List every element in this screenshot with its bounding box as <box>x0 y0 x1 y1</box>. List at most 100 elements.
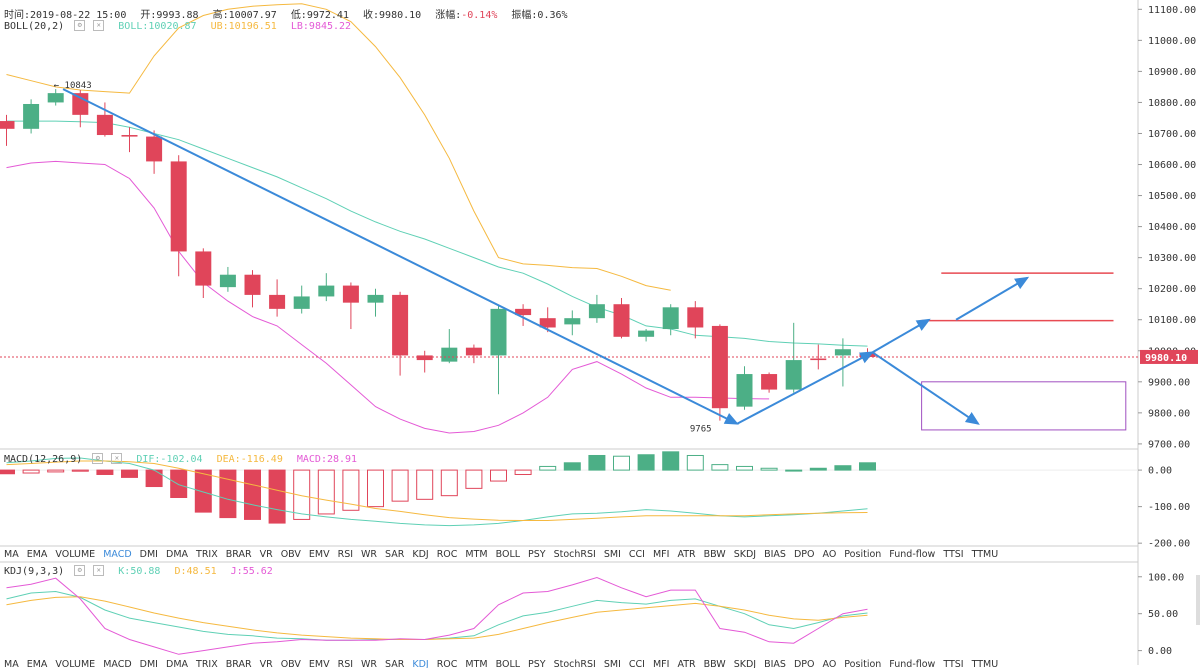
price-tick-label: 10300.00 <box>1148 253 1196 264</box>
tab-brar[interactable]: BRAR <box>225 548 252 560</box>
tab-ttmu[interactable]: TTMU <box>971 659 999 668</box>
tab-mtm[interactable]: MTM <box>465 548 488 560</box>
tab-fund-flow[interactable]: Fund-flow <box>889 659 936 668</box>
boll-mid: BOLL:10020.87 <box>118 20 197 32</box>
tab-volume[interactable]: VOLUME <box>55 548 96 560</box>
candle-body <box>564 318 581 325</box>
candle-body <box>293 296 310 309</box>
tab-psy[interactable]: PSY <box>528 659 546 668</box>
candle-body <box>23 103 40 129</box>
tab-bbw[interactable]: BBW <box>703 659 726 668</box>
candle-body <box>47 93 64 103</box>
tab-volume[interactable]: VOLUME <box>55 659 96 668</box>
candle-body <box>465 347 482 356</box>
tab-wr[interactable]: WR <box>361 659 378 668</box>
tab-ao[interactable]: AO <box>822 659 837 668</box>
tab-position[interactable]: Position <box>844 659 882 668</box>
tab-mfi[interactable]: MFI <box>652 659 670 668</box>
tab-dpo[interactable]: DPO <box>793 548 815 560</box>
tab-rsi[interactable]: RSI <box>337 659 354 668</box>
trend-arrow <box>871 318 931 354</box>
close-label: 收:9980.10 <box>363 10 422 21</box>
tab-trix[interactable]: TRIX <box>196 548 218 560</box>
tab-obv[interactable]: OBV <box>280 548 301 560</box>
tab-boll[interactable]: BOLL <box>495 548 521 560</box>
tab-skdj[interactable]: SKDJ <box>733 659 757 668</box>
tab-dmi[interactable]: DMI <box>139 548 158 560</box>
tab-dmi[interactable]: DMI <box>139 659 158 668</box>
tab-brar[interactable]: BRAR <box>225 659 252 668</box>
settings-icon[interactable]: ⚙ <box>74 565 86 576</box>
tab-atr[interactable]: ATR <box>677 659 696 668</box>
tab-cci[interactable]: CCI <box>628 548 645 560</box>
tab-ttsi[interactable]: TTSI <box>943 548 964 560</box>
tab-ma[interactable]: MA <box>4 548 19 560</box>
tab-stochrsi[interactable]: StochRSI <box>553 548 596 560</box>
candle-body <box>416 355 433 361</box>
tab-cci[interactable]: CCI <box>628 659 645 668</box>
tab-mtm[interactable]: MTM <box>465 659 488 668</box>
price-tick-label: 11000.00 <box>1148 36 1196 47</box>
tab-emv[interactable]: EMV <box>308 659 330 668</box>
tab-position[interactable]: Position <box>844 548 882 560</box>
tab-bias[interactable]: BIAS <box>764 659 786 668</box>
tab-bbw[interactable]: BBW <box>703 548 726 560</box>
tab-emv[interactable]: EMV <box>308 548 330 560</box>
tab-vr[interactable]: VR <box>259 548 273 560</box>
tab-sar[interactable]: SAR <box>385 548 405 560</box>
tab-obv[interactable]: OBV <box>280 659 301 668</box>
candle-body <box>539 318 556 328</box>
tab-boll[interactable]: BOLL <box>495 659 521 668</box>
tab-ma[interactable]: MA <box>4 659 19 668</box>
tab-ao[interactable]: AO <box>822 548 837 560</box>
tab-vr[interactable]: VR <box>259 659 273 668</box>
price-annotation: 9765 <box>690 425 712 435</box>
tab-kdj[interactable]: KDJ <box>412 548 429 560</box>
boll-ub: UB:10196.51 <box>210 20 277 32</box>
tab-rsi[interactable]: RSI <box>337 548 354 560</box>
tab-trix[interactable]: TRIX <box>196 659 218 668</box>
candle-body <box>96 114 113 136</box>
candle-body <box>195 251 212 286</box>
tab-ema[interactable]: EMA <box>26 659 48 668</box>
tab-atr[interactable]: ATR <box>677 548 696 560</box>
settings-icon[interactable]: ⚙ <box>92 453 104 464</box>
price-tick-label: 10400.00 <box>1148 222 1196 233</box>
tab-wr[interactable]: WR <box>361 548 378 560</box>
tab-mfi[interactable]: MFI <box>652 548 670 560</box>
tab-ema[interactable]: EMA <box>26 548 48 560</box>
boll-lb: LB:9845.22 <box>290 20 352 32</box>
candle-body <box>810 358 827 361</box>
tab-dpo[interactable]: DPO <box>793 659 815 668</box>
tab-roc[interactable]: ROC <box>436 548 458 560</box>
tab-ttmu[interactable]: TTMU <box>971 548 999 560</box>
tab-psy[interactable]: PSY <box>528 548 546 560</box>
tab-kdj[interactable]: KDJ <box>412 659 429 668</box>
tab-fund-flow[interactable]: Fund-flow <box>889 548 936 560</box>
tab-sar[interactable]: SAR <box>385 659 405 668</box>
indicator-tabs: MA EMA VOLUME MACD DMI DMA TRIX BRAR VR OBV EMV RSI… <box>0 546 1138 562</box>
tab-dma[interactable]: DMA <box>166 548 189 560</box>
macd-bar <box>170 469 188 499</box>
close-icon[interactable]: ✕ <box>93 565 105 576</box>
tab-macd[interactable]: MACD <box>103 548 132 560</box>
tab-stochrsi[interactable]: StochRSI <box>553 659 596 668</box>
tab-bias[interactable]: BIAS <box>764 548 786 560</box>
open-label: 开:9993.88 <box>140 10 199 21</box>
tab-roc[interactable]: ROC <box>436 659 458 668</box>
settings-icon[interactable]: ⚙ <box>74 20 86 31</box>
tab-smi[interactable]: SMI <box>603 659 621 668</box>
tab-dma[interactable]: DMA <box>166 659 189 668</box>
candle-body <box>170 161 187 252</box>
macd-bar <box>563 462 581 471</box>
tab-ttsi[interactable]: TTSI <box>943 659 964 668</box>
macd-bar <box>268 469 286 524</box>
close-icon[interactable]: ✕ <box>93 20 105 31</box>
candle-body <box>711 325 728 409</box>
tab-macd[interactable]: MACD <box>103 659 132 668</box>
candle-body <box>342 285 359 303</box>
tab-smi[interactable]: SMI <box>603 548 621 560</box>
macd-bar <box>71 469 89 472</box>
tab-skdj[interactable]: SKDJ <box>733 548 757 560</box>
close-icon[interactable]: ✕ <box>111 453 123 464</box>
